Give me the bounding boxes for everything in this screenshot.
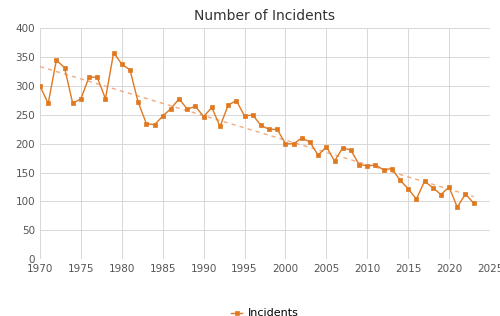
Incidents: [454, 205, 460, 209]
Incidents: [307, 140, 313, 144]
Incidents: [119, 62, 125, 66]
Incidents: [282, 142, 288, 146]
Incidents: [340, 146, 345, 150]
Incidents: [470, 201, 476, 205]
Legend: Incidents: Incidents: [227, 304, 303, 316]
Incidents: [110, 51, 116, 55]
Incidents: [299, 136, 305, 140]
Title: Number of Incidents: Number of Incidents: [194, 9, 336, 23]
Line: Incidents: Incidents: [38, 51, 476, 209]
Incidents: [37, 84, 43, 88]
Incidents: [209, 106, 215, 109]
